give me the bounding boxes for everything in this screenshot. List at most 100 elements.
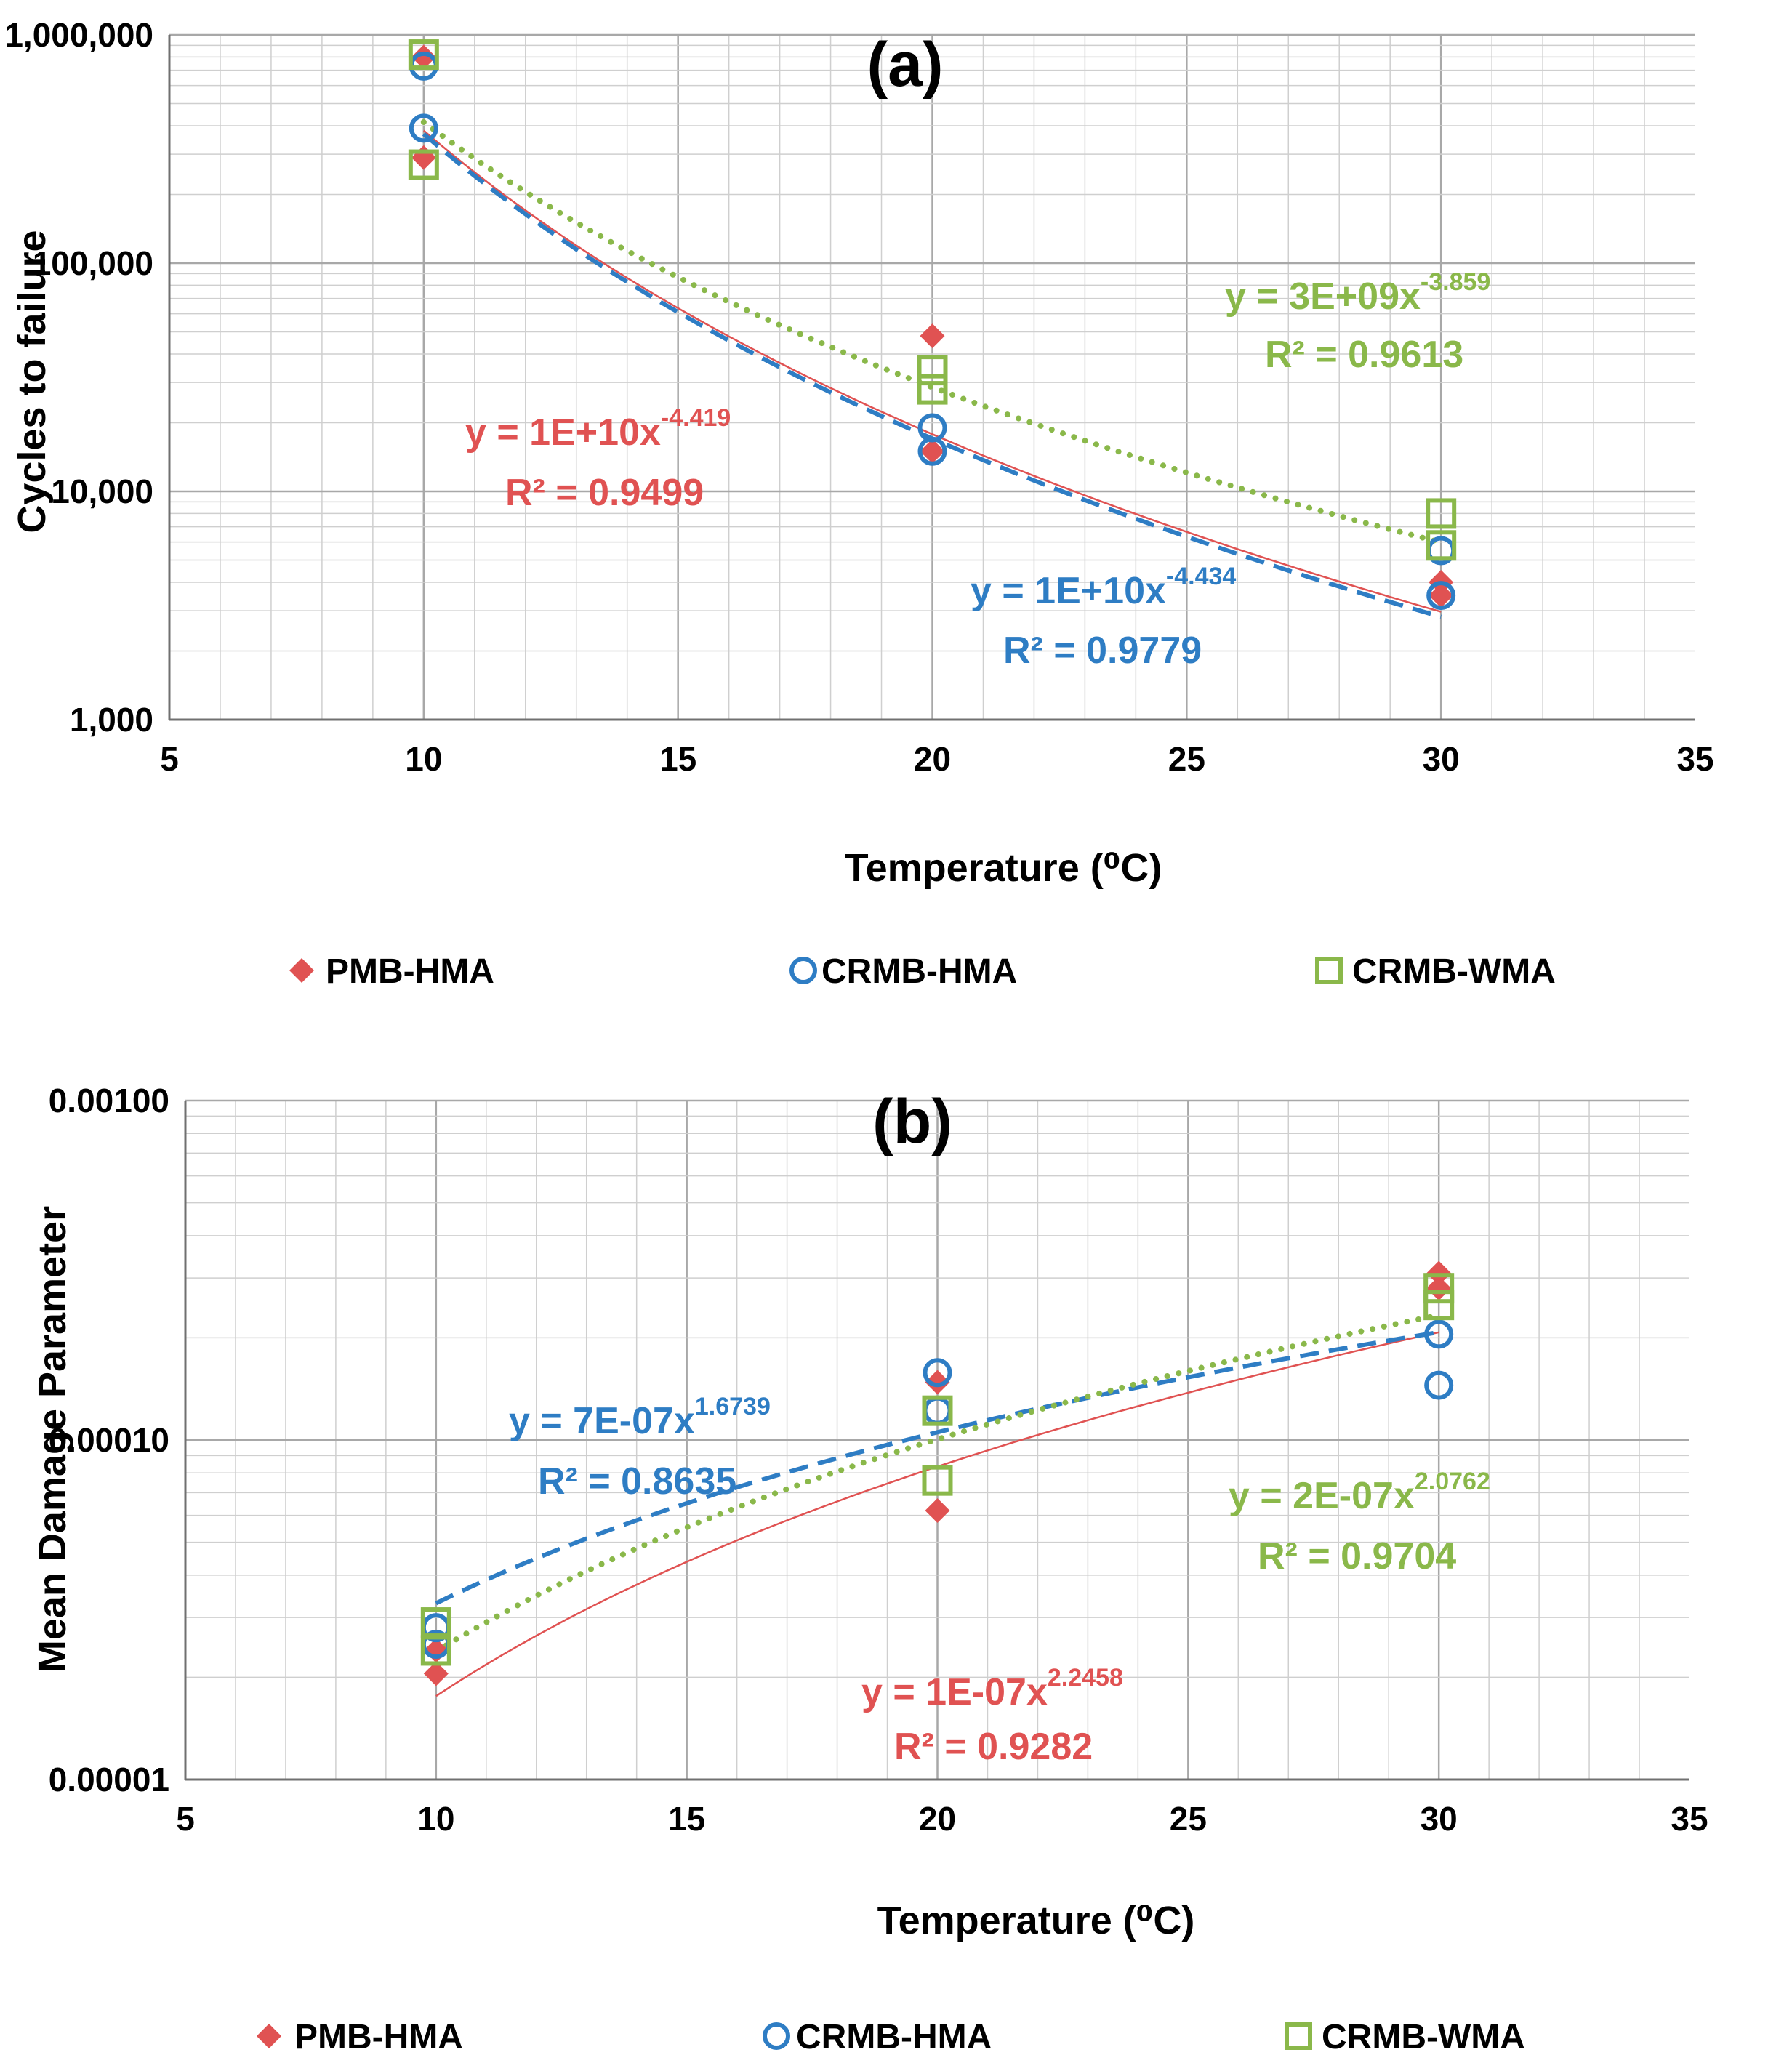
legend-label-pmb-hma-a: PMB-HMA [326, 952, 494, 991]
x-tick-label: 10 [417, 1800, 454, 1838]
equation-crmb-wma-b-exponent: 2.0762 [1415, 1468, 1490, 1495]
legend-label-pmb-hma-b: PMB-HMA [294, 2018, 463, 2056]
equation-pmb-b-exponent: 2.2458 [1048, 1664, 1123, 1692]
data-point-pmb-hma [920, 323, 945, 349]
data-point-crmb-wma [917, 374, 948, 405]
legend-marker-crmb-hma-b [763, 2022, 790, 2050]
legend-marker-pmb-hma-a [289, 958, 314, 983]
y-tick-labels-a: 1,000 10,000 100,000 1,000,000 [4, 16, 153, 739]
equation-pmb-a-text: y = 1E+10x [465, 411, 661, 454]
legend-label-crmb-hma-b: CRMB-HMA [796, 2018, 992, 2056]
equation-crmb-wma-a-text: y = 3E+09x [1225, 276, 1421, 318]
y-tick-label: 1,000 [70, 701, 153, 739]
r2-crmb-hma-a: R² = 0.9779 [1003, 630, 1202, 672]
data-point-pmb-hma [411, 44, 436, 70]
x-tick-label: 15 [668, 1800, 705, 1838]
r2-crmb-wma-b: R² = 0.9704 [1258, 1535, 1456, 1577]
r2-pmb-b: R² = 0.9282 [894, 1726, 1093, 1768]
x-tick-label: 35 [1676, 740, 1713, 778]
data-point-crmb-hma [1424, 1319, 1454, 1349]
legend-marker-pmb-hma-b [257, 2024, 281, 2048]
data-point-crmb-wma [917, 355, 948, 386]
y-tick-label: 10,000 [51, 472, 153, 510]
equation-crmb-hma-b-text: y = 7E-07x [509, 1400, 695, 1442]
x-axis-label-a: Temperature (⁰C) [845, 846, 1162, 890]
y-tick-label: 0.00010 [49, 1421, 169, 1459]
x-tick-label: 20 [914, 740, 951, 778]
data-point-crmb-hma [917, 436, 947, 466]
x-tick-label: 15 [659, 740, 696, 778]
equation-crmb-hma-a-exponent: -4.434 [1166, 563, 1236, 590]
trendline-crmb-wma [420, 118, 1445, 546]
data-point-crmb-wma [420, 1635, 451, 1666]
equation-pmb-b: y = 1E-07x2.2458 [861, 1664, 1123, 1713]
data-point-crmb-wma [922, 1465, 953, 1496]
data-point-pmb-hma [1429, 583, 1454, 608]
x-tick-label: 30 [1423, 740, 1460, 778]
axes-a [168, 35, 1695, 721]
x-tick-label: 5 [160, 740, 179, 778]
data-point-crmb-hma [409, 113, 438, 143]
x-tick-label: 20 [919, 1800, 956, 1838]
x-tick-label: 25 [1168, 740, 1205, 778]
x-tick-label: 5 [176, 1800, 195, 1838]
grid-a [169, 33, 1695, 721]
equation-crmb-wma-b-text: y = 2E-07x [1229, 1475, 1415, 1517]
data-point-pmb-hma [925, 1370, 950, 1395]
panel-label-b: (b) [872, 1087, 952, 1157]
data-point-crmb-hma [1424, 1370, 1454, 1400]
equation-crmb-hma-a: y = 1E+10x-4.434 [971, 563, 1236, 612]
legend-marker-crmb-wma-b [1285, 2022, 1312, 2050]
data-point-crmb-wma [1423, 1290, 1455, 1321]
axes-b [184, 1101, 1689, 1781]
legend-label-crmb-hma-a: CRMB-HMA [821, 952, 1017, 991]
legend-marker-crmb-wma-a [1315, 957, 1343, 984]
data-point-pmb-hma [920, 438, 945, 464]
trendline-crmb-wma [433, 1312, 1442, 1654]
y-tick-label: 0.00001 [49, 1761, 169, 1798]
data-point-crmb-hma [923, 1358, 952, 1388]
r2-pmb-a: R² = 0.9499 [505, 472, 704, 514]
data-point-crmb-wma [408, 149, 439, 180]
points-b [420, 1260, 1455, 1686]
legend-b: PMB-HMA CRMB-HMA CRMB-WMA [257, 2018, 1525, 2056]
data-point-pmb-hma [423, 1661, 449, 1686]
trendline-pmb-hma [422, 129, 1442, 613]
equation-pmb-a: y = 1E+10x-4.419 [465, 404, 731, 454]
legend-label-crmb-wma-a: CRMB-WMA [1352, 952, 1556, 991]
r2-crmb-wma-a: R² = 0.9613 [1265, 334, 1463, 376]
equation-crmb-hma-a-text: y = 1E+10x [971, 570, 1166, 612]
x-tick-label: 30 [1421, 1800, 1458, 1838]
data-point-crmb-wma [922, 1395, 953, 1426]
x-tick-labels-b: 5 10 15 20 25 30 35 [176, 1800, 1708, 1838]
data-point-pmb-hma [1426, 1276, 1452, 1301]
y-tick-label: 100,000 [33, 244, 153, 282]
x-axis-label-b: Temperature (⁰C) [877, 1899, 1195, 1942]
equation-crmb-wma-b: y = 2E-07x2.0762 [1229, 1468, 1490, 1517]
data-point-crmb-wma [1423, 1273, 1455, 1304]
x-tick-label: 35 [1671, 1800, 1708, 1838]
data-point-crmb-hma [1426, 581, 1456, 611]
x-tick-label: 25 [1170, 1800, 1207, 1838]
equation-crmb-hma-b: y = 7E-07x1.6739 [509, 1393, 771, 1442]
data-point-crmb-wma [408, 39, 439, 71]
panel-label-a: (a) [867, 30, 943, 100]
legend-marker-crmb-hma-a [789, 957, 817, 984]
points-a [408, 39, 1457, 611]
y-tick-label: 0.00100 [49, 1082, 169, 1119]
y-tick-label: 1,000,000 [4, 16, 153, 54]
equation-crmb-wma-a: y = 3E+09x-3.859 [1225, 268, 1490, 318]
data-point-crmb-wma [1426, 530, 1457, 561]
data-point-pmb-hma [925, 1497, 950, 1523]
equation-crmb-wma-a-exponent: -3.859 [1421, 268, 1490, 296]
legend-label-crmb-wma-b: CRMB-WMA [1322, 2018, 1525, 2056]
y-axis-label-b: Mean Damage Parameter [31, 1206, 74, 1673]
y-tick-labels-b: 0.00001 0.00010 0.00100 [49, 1082, 169, 1798]
equation-pmb-b-text: y = 1E-07x [861, 1671, 1048, 1713]
equation-crmb-hma-b-exponent: 1.6739 [695, 1393, 771, 1420]
chart-a: 5 10 15 20 25 30 35 1,000 10,000 100,000 1,000,00… [4, 16, 1713, 991]
equation-pmb-a-exponent: -4.419 [661, 404, 731, 432]
x-tick-label: 10 [405, 740, 442, 778]
legend-a: PMB-HMA CRMB-HMA CRMB-WMA [289, 952, 1556, 991]
